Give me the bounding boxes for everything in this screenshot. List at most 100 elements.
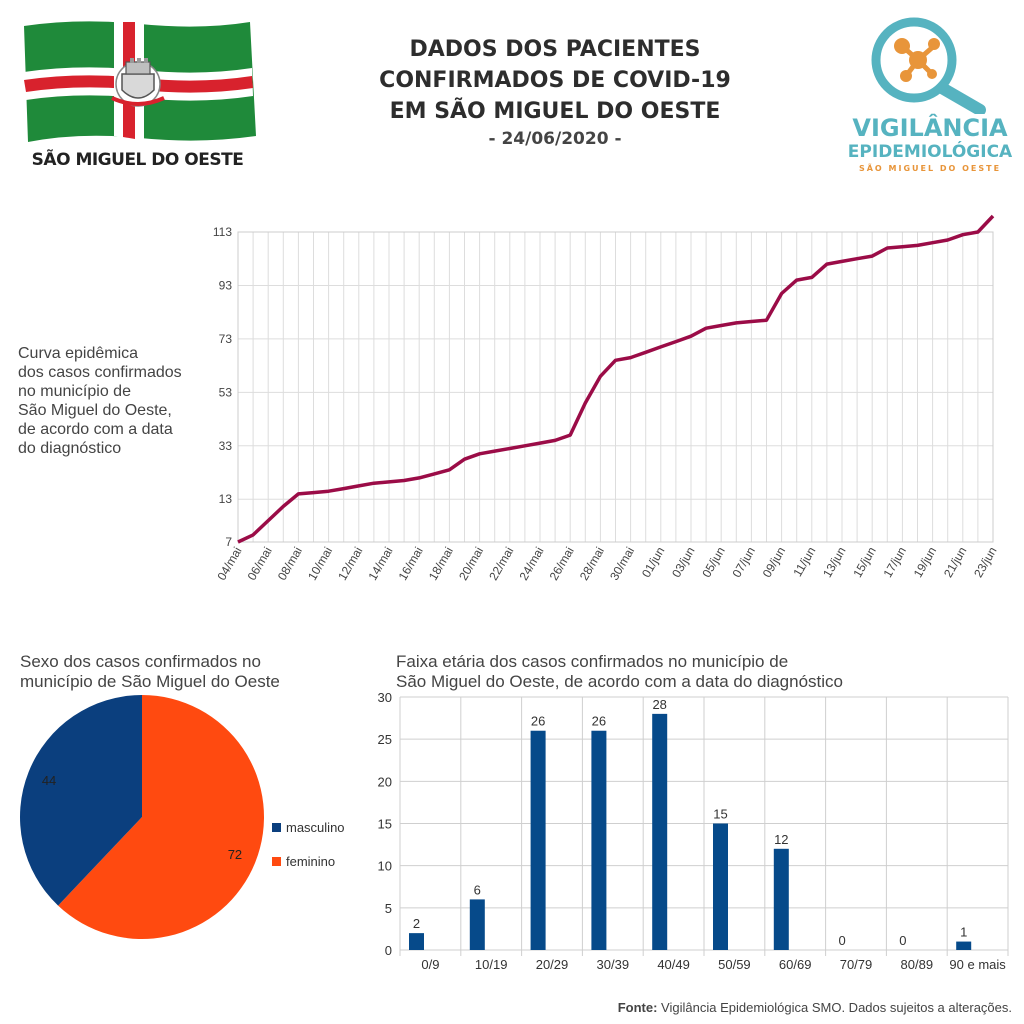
y-tick-label: 53 <box>219 385 233 399</box>
bar-20-29 <box>530 730 546 950</box>
bar-title-line: Faixa etária dos casos confirmados no mu… <box>396 652 789 671</box>
bar-y-tick-label: 10 <box>378 859 392 874</box>
bar-data-label: 26 <box>592 714 606 729</box>
x-tick-label: 23/jun <box>971 545 999 580</box>
bar-x-tick-label: 20/29 <box>536 957 569 972</box>
title-line-2: CONFIRMADOS DE COVID-19 <box>379 68 731 93</box>
x-tick-label: 05/jun <box>699 545 727 580</box>
x-tick-label: 17/jun <box>881 545 909 580</box>
x-tick-label: 15/jun <box>850 545 878 580</box>
x-tick-label: 30/mai <box>607 545 637 583</box>
title-line-3: EM SÃO MIGUEL DO OESTE <box>389 99 721 124</box>
bar-data-label: 0 <box>899 933 906 948</box>
x-tick-label: 26/mai <box>547 545 577 583</box>
bar-y-tick-label: 0 <box>385 943 392 958</box>
agency-line-2: EPIDEMIOLÓGICA <box>847 142 1013 162</box>
x-tick-label: 07/jun <box>730 545 758 580</box>
bar-10-19 <box>469 899 485 950</box>
bar-y-tick-label: 20 <box>378 774 392 789</box>
legend-swatch-feminino <box>272 857 281 866</box>
x-tick-label: 21/jun <box>941 545 969 580</box>
x-tick-label: 01/jun <box>639 545 667 580</box>
bar-y-tick-label: 30 <box>378 690 392 705</box>
x-tick-label: 19/jun <box>911 545 939 580</box>
y-tick-label: 7 <box>225 535 232 549</box>
bar-x-tick-label: 80/89 <box>901 957 934 972</box>
municipal-flag-logo <box>24 21 256 142</box>
legend-swatch-masculino <box>272 823 281 832</box>
report-date: - 24/06/2020 - <box>488 129 622 149</box>
desc-line: Curva epidêmica <box>18 345 139 362</box>
source-footer: Fonte: Vigilância Epidemiológica SMO. Da… <box>618 1000 1012 1015</box>
sex-pie-chart: 72 44 masculino feminino <box>20 695 345 939</box>
bar-60-69 <box>773 848 789 950</box>
x-tick-label: 08/mai <box>275 545 305 583</box>
x-tick-label: 22/mai <box>486 545 516 583</box>
x-tick-label: 12/mai <box>335 545 365 583</box>
agency-line-1: VIGILÂNCIA <box>852 114 1008 142</box>
desc-line: São Miguel do Oeste, <box>18 402 172 419</box>
bar-data-label: 6 <box>474 882 481 897</box>
agency-line-3: SÃO MIGUEL DO OESTE <box>858 164 1002 173</box>
bar-0-9 <box>409 933 424 950</box>
pie-slice-masculino <box>20 695 142 906</box>
desc-line: de acordo com a data <box>18 421 173 438</box>
x-tick-label: 18/mai <box>426 545 456 583</box>
bar-30-39 <box>591 730 607 950</box>
y-tick-label: 13 <box>219 492 233 506</box>
bar-title-line: São Miguel do Oeste, de acordo com a dat… <box>396 672 844 691</box>
bar-data-label: 28 <box>652 697 666 712</box>
x-tick-label: 28/mai <box>577 545 607 583</box>
desc-line: no município de <box>18 383 131 400</box>
bar-data-label: 12 <box>774 832 788 847</box>
x-tick-label: 09/jun <box>760 545 788 580</box>
x-tick-label: 24/mai <box>516 545 546 583</box>
bar-y-tick-label: 25 <box>378 732 392 747</box>
bar-90-e-mais <box>956 941 972 950</box>
x-tick-label: 14/mai <box>365 545 395 583</box>
epidemic-curve-chart: 7 13 33 53 73 93 113 04/mai 06/mai 08/mai 10/mai 12… <box>213 214 1000 583</box>
y-tick-label: 93 <box>219 278 233 292</box>
bar-50-59 <box>713 823 728 950</box>
bar-x-tick-label: 90 e mais <box>949 957 1006 972</box>
bar-data-label: 2 <box>413 916 420 931</box>
x-tick-label: 10/mai <box>305 545 335 583</box>
x-tick-label: 06/mai <box>245 545 275 583</box>
bar-x-tick-label: 30/39 <box>597 957 630 972</box>
title-line-1: DADOS DOS PACIENTES <box>409 37 701 62</box>
legend-label-feminino: feminino <box>286 854 335 869</box>
bar-data-label: 26 <box>531 714 545 729</box>
footer-text: Vigilância Epidemiológica SMO. Dados suj… <box>657 1000 1012 1015</box>
city-name-label: SÃO MIGUEL DO OESTE <box>31 150 244 170</box>
desc-line: do diagnóstico <box>18 440 122 457</box>
bar-x-tick-label: 60/69 <box>779 957 812 972</box>
bar-40-49 <box>652 713 668 950</box>
bar-data-label: 0 <box>838 933 845 948</box>
x-tick-label: 11/jun <box>790 545 818 580</box>
agency-name: VIGILÂNCIA EPIDEMIOLÓGICA SÃO MIGUEL DO … <box>840 114 1020 176</box>
legend-label-masculino: masculino <box>286 820 345 835</box>
pie-slice-feminino <box>58 695 265 939</box>
pie-data-label: 44 <box>42 773 56 788</box>
pie-title-line: município de São Miguel do Oeste <box>20 672 280 691</box>
pie-title-line: Sexo dos casos confirmados no <box>20 652 261 671</box>
x-tick-label: 20/mai <box>456 545 486 583</box>
bar-x-tick-label: 40/49 <box>657 957 690 972</box>
bar-x-tick-label: 70/79 <box>840 957 873 972</box>
bar-data-label: 15 <box>713 807 727 822</box>
bar-x-tick-label: 10/19 <box>475 957 508 972</box>
x-tick-label: 03/jun <box>669 545 697 580</box>
bar-y-tick-label: 15 <box>378 817 392 832</box>
y-tick-label: 73 <box>219 332 233 346</box>
x-tick-label: 16/mai <box>396 545 426 583</box>
page-title: DADOS DOS PACIENTES CONFIRMADOS DE COVID… <box>300 34 810 151</box>
y-tick-label: 33 <box>219 439 233 453</box>
vigilancia-magnifier-logo <box>871 17 986 114</box>
bar-x-tick-label: 0/9 <box>421 957 439 972</box>
bar-x-tick-label: 50/59 <box>718 957 751 972</box>
series-line-cases <box>237 214 995 544</box>
age-bar-chart: 05101520253020/9610/192620/292630/392840… <box>378 690 1009 972</box>
pie-data-label: 72 <box>228 847 242 862</box>
plot-frame <box>237 231 994 543</box>
y-tick-label: 113 <box>213 225 232 239</box>
